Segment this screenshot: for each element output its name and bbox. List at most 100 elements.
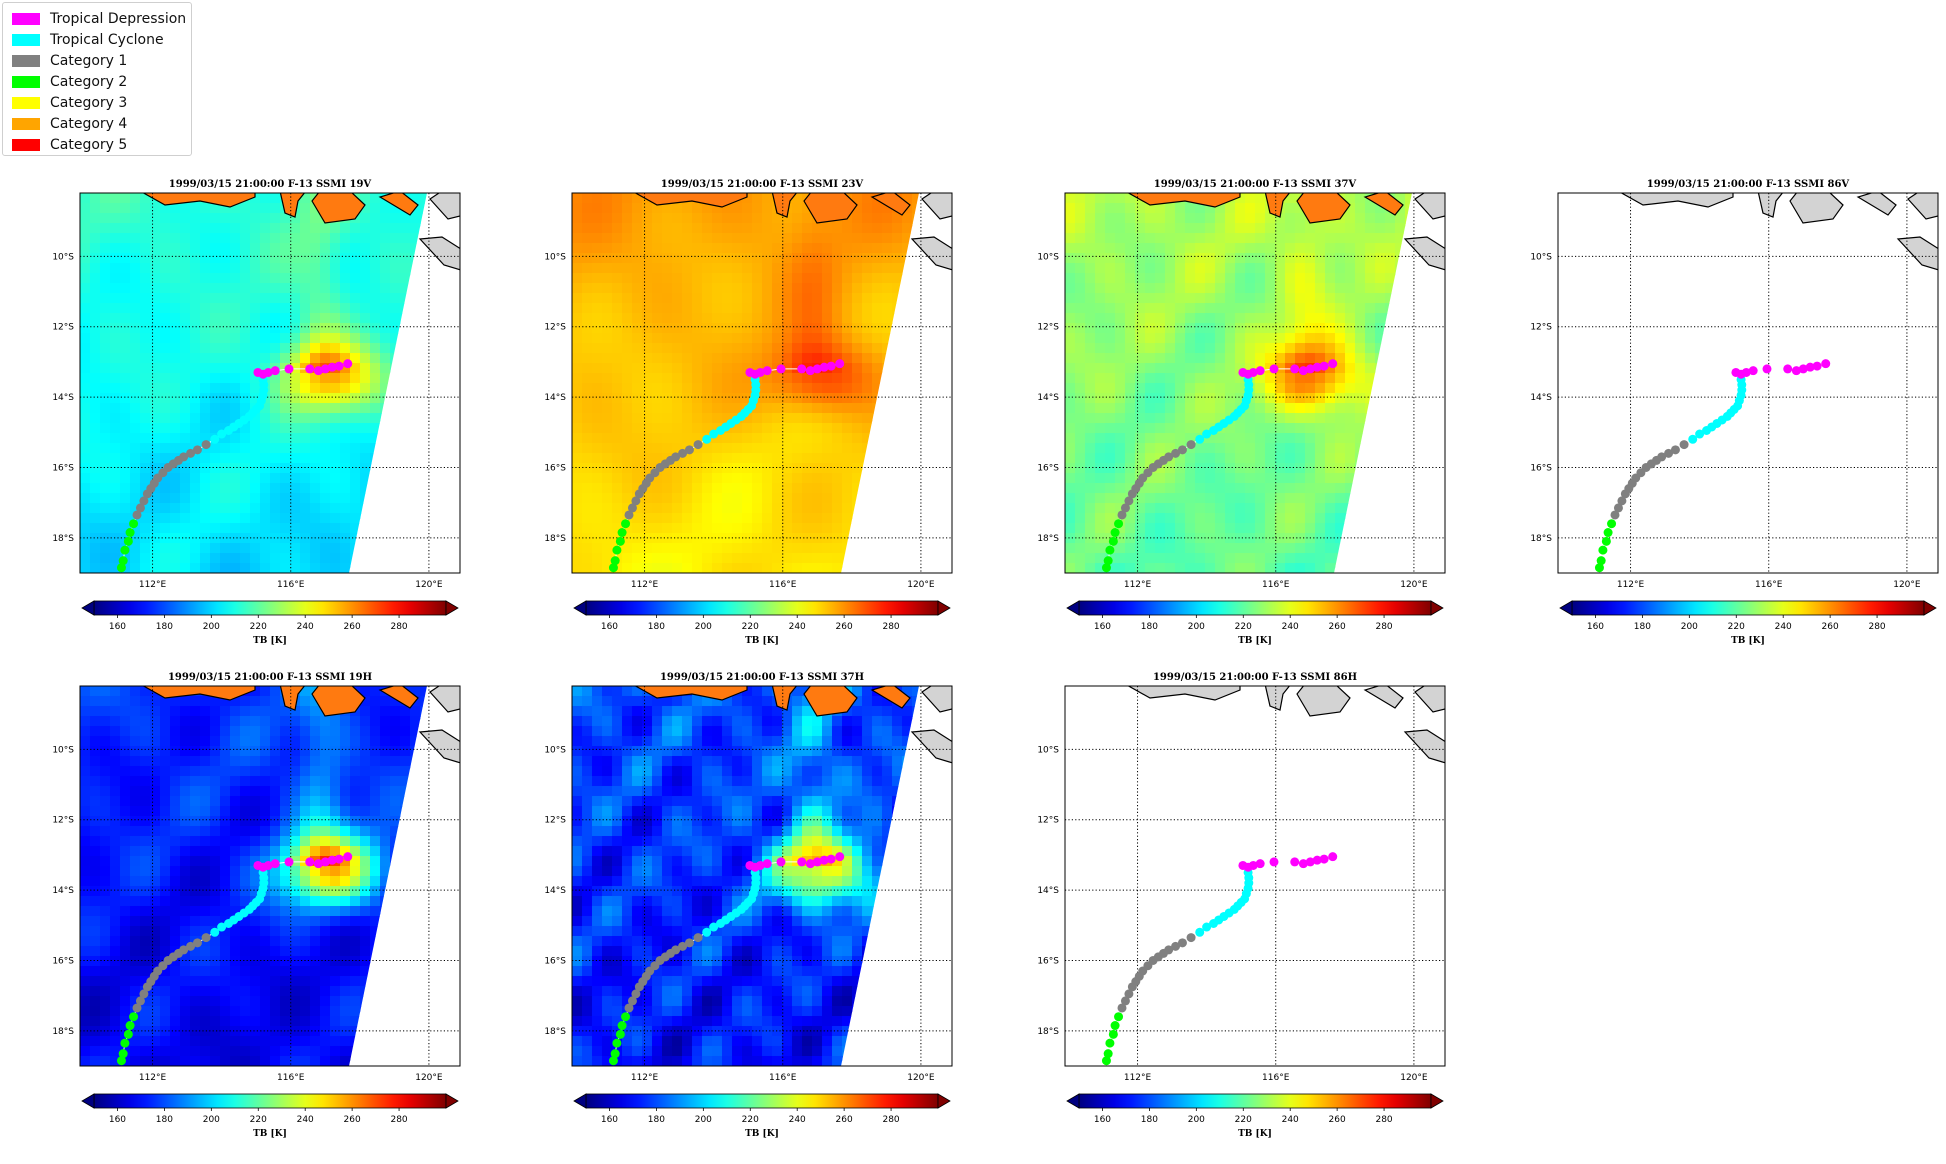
- track-point: [124, 537, 133, 546]
- colorbar-tick-label: 240: [1775, 622, 1792, 632]
- track-point: [1187, 933, 1196, 942]
- track-point: [1821, 359, 1830, 368]
- track-point: [343, 852, 352, 861]
- colorbar-tick-label: 200: [203, 622, 220, 632]
- track-point: [694, 440, 703, 449]
- lat-tick-label: 12°S: [544, 323, 566, 333]
- colorbar-tick-label: 180: [1141, 1115, 1158, 1125]
- track-point: [827, 855, 836, 864]
- lon-tick-label: 112°E: [139, 580, 167, 590]
- lon-tick-label: 112°E: [631, 580, 659, 590]
- colorbar-tick-label: 180: [648, 1115, 665, 1125]
- lat-tick-label: 18°S: [1530, 534, 1552, 544]
- track-point: [271, 859, 280, 868]
- lat-tick-label: 12°S: [544, 816, 566, 826]
- colorbar-tick-label: 240: [789, 1115, 806, 1125]
- legend-swatch: [12, 139, 40, 151]
- track-point: [1328, 852, 1337, 861]
- legend-item: Category 3: [12, 93, 127, 113]
- lat-tick-label: 10°S: [52, 252, 74, 262]
- colorbar-tick-label: 260: [344, 1115, 361, 1125]
- legend-swatch: [12, 13, 40, 25]
- lat-tick-label: 12°S: [1037, 816, 1059, 826]
- colorbar-tick-label: 220: [742, 622, 759, 632]
- lat-tick-label: 18°S: [52, 1027, 74, 1037]
- track-point: [1290, 857, 1299, 866]
- legend-swatch: [12, 76, 40, 88]
- colorbar-tick-label: 200: [1681, 622, 1698, 632]
- lon-tick-label: 116°E: [769, 1073, 797, 1083]
- track-point: [129, 1012, 138, 1021]
- colorbar-tick-label: 160: [1587, 622, 1604, 632]
- lon-tick-label: 116°E: [1755, 580, 1783, 590]
- colorbar-tick-label: 180: [156, 622, 173, 632]
- legend-swatch: [12, 55, 40, 67]
- legend-item: Category 5: [12, 135, 127, 155]
- colorbar-tick-label: 260: [836, 1115, 853, 1125]
- colorbar-tick-label: 220: [742, 1115, 759, 1125]
- lat-tick-label: 10°S: [1037, 745, 1059, 755]
- track-point: [120, 546, 129, 555]
- colorbar-tick-label: 160: [601, 1115, 618, 1125]
- lon-tick-label: 120°E: [1400, 1073, 1428, 1083]
- track-point: [621, 519, 630, 528]
- lat-tick-label: 12°S: [52, 816, 74, 826]
- track-point: [611, 1049, 620, 1058]
- track-point: [1270, 857, 1279, 866]
- lon-tick-label: 120°E: [415, 1073, 443, 1083]
- track-point: [827, 362, 836, 371]
- lon-tick-label: 120°E: [907, 1073, 935, 1083]
- track-point: [1290, 364, 1299, 373]
- lat-tick-label: 14°S: [1037, 393, 1059, 403]
- lat-tick-label: 12°S: [1037, 323, 1059, 333]
- track-point: [835, 852, 844, 861]
- lat-tick-label: 14°S: [52, 886, 74, 896]
- track-point: [1607, 519, 1616, 528]
- track-point: [1187, 440, 1196, 449]
- legend-label: Tropical Depression: [50, 11, 186, 27]
- legend-label: Category 3: [50, 95, 127, 111]
- legend-item: Category 1: [12, 51, 127, 71]
- track-point: [202, 933, 211, 942]
- lat-tick-label: 16°S: [1530, 463, 1552, 473]
- colorbar-tick-label: 240: [297, 1115, 314, 1125]
- colorbar-tick-label: 240: [789, 622, 806, 632]
- lat-tick-label: 10°S: [1037, 252, 1059, 262]
- track-point: [612, 546, 621, 555]
- track-point: [1256, 366, 1265, 375]
- track-point: [343, 359, 352, 368]
- track-point: [1813, 362, 1822, 371]
- lon-tick-label: 120°E: [415, 580, 443, 590]
- track-line: [1600, 364, 1826, 568]
- track-point: [685, 445, 694, 454]
- track-point: [271, 366, 280, 375]
- track-point: [1783, 364, 1792, 373]
- lat-tick-label: 14°S: [52, 393, 74, 403]
- legend-swatch: [12, 34, 40, 46]
- colorbar-tick-label: 260: [344, 622, 361, 632]
- track-point: [618, 528, 627, 537]
- legend-label: Category 4: [50, 116, 127, 132]
- colorbar-tick-label: 180: [1634, 622, 1651, 632]
- colorbar-tick-label: 240: [1282, 1115, 1299, 1125]
- colorbar-tick-label: 160: [601, 622, 618, 632]
- track-point: [1104, 556, 1113, 565]
- legend-label: Tropical Cyclone: [50, 32, 164, 48]
- legend-item: Category 2: [12, 72, 127, 92]
- colorbar-tick-label: 260: [1329, 1115, 1346, 1125]
- track-point: [1270, 364, 1279, 373]
- colorbar-label: TB [K]: [745, 1129, 779, 1139]
- track-point: [777, 857, 786, 866]
- track-point: [119, 556, 128, 565]
- track-point: [119, 1049, 128, 1058]
- track-point: [1178, 445, 1187, 454]
